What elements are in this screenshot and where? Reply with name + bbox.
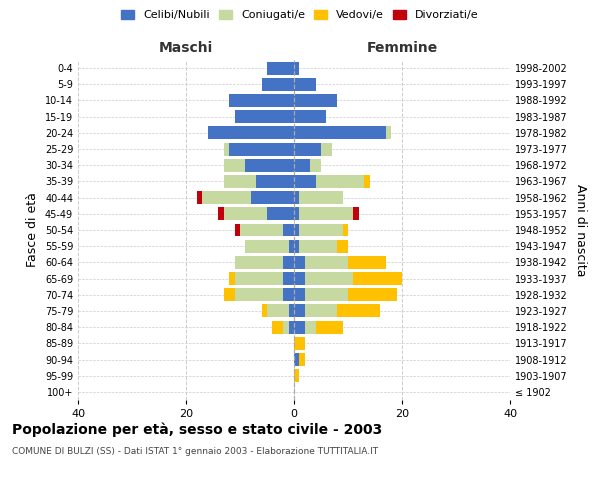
- Bar: [283, 288, 294, 301]
- Bar: [267, 208, 294, 220]
- Text: Femmine: Femmine: [367, 41, 437, 55]
- Y-axis label: Fasce di età: Fasce di età: [26, 192, 39, 268]
- Text: Maschi: Maschi: [159, 41, 213, 55]
- Bar: [294, 191, 299, 204]
- Bar: [305, 288, 348, 301]
- Bar: [218, 208, 224, 220]
- Bar: [294, 337, 305, 350]
- Bar: [310, 159, 321, 172]
- Bar: [224, 288, 235, 301]
- Bar: [364, 175, 370, 188]
- Bar: [251, 191, 294, 204]
- Bar: [294, 110, 326, 123]
- Bar: [224, 208, 267, 220]
- Text: Popolazione per età, sesso e stato civile - 2003: Popolazione per età, sesso e stato civil…: [12, 422, 382, 437]
- Bar: [299, 240, 337, 252]
- Bar: [299, 353, 305, 366]
- Bar: [316, 320, 343, 334]
- Bar: [283, 320, 289, 334]
- Bar: [294, 208, 299, 220]
- Bar: [235, 256, 283, 269]
- Bar: [294, 62, 299, 74]
- Bar: [353, 208, 359, 220]
- Bar: [289, 304, 294, 318]
- Bar: [386, 126, 391, 140]
- Bar: [235, 288, 283, 301]
- Bar: [262, 304, 267, 318]
- Bar: [294, 159, 310, 172]
- Bar: [299, 224, 343, 236]
- Bar: [224, 159, 245, 172]
- Bar: [299, 191, 343, 204]
- Bar: [256, 175, 294, 188]
- Bar: [229, 272, 235, 285]
- Bar: [283, 256, 294, 269]
- Bar: [294, 224, 299, 236]
- Bar: [353, 272, 402, 285]
- Bar: [305, 304, 337, 318]
- Bar: [289, 240, 294, 252]
- Bar: [294, 256, 305, 269]
- Bar: [283, 272, 294, 285]
- Bar: [337, 240, 348, 252]
- Bar: [294, 240, 299, 252]
- Bar: [294, 78, 316, 91]
- Bar: [305, 256, 348, 269]
- Bar: [229, 94, 294, 107]
- Bar: [294, 175, 316, 188]
- Bar: [240, 224, 283, 236]
- Bar: [316, 175, 364, 188]
- Bar: [245, 159, 294, 172]
- Bar: [224, 175, 256, 188]
- Bar: [294, 304, 305, 318]
- Legend: Celibi/Nubili, Coniugati/e, Vedovi/e, Divorziati/e: Celibi/Nubili, Coniugati/e, Vedovi/e, Di…: [117, 6, 483, 25]
- Bar: [294, 369, 299, 382]
- Bar: [208, 126, 294, 140]
- Bar: [267, 304, 289, 318]
- Bar: [305, 272, 353, 285]
- Bar: [348, 288, 397, 301]
- Bar: [348, 256, 386, 269]
- Bar: [262, 78, 294, 91]
- Bar: [235, 224, 240, 236]
- Bar: [283, 224, 294, 236]
- Text: COMUNE DI BULZI (SS) - Dati ISTAT 1° gennaio 2003 - Elaborazione TUTTITALIA.IT: COMUNE DI BULZI (SS) - Dati ISTAT 1° gen…: [12, 448, 378, 456]
- Bar: [229, 142, 294, 156]
- Bar: [337, 304, 380, 318]
- Bar: [305, 320, 316, 334]
- Bar: [235, 272, 283, 285]
- Bar: [224, 142, 229, 156]
- Bar: [294, 142, 321, 156]
- Bar: [294, 272, 305, 285]
- Bar: [202, 191, 251, 204]
- Bar: [343, 224, 348, 236]
- Bar: [267, 62, 294, 74]
- Bar: [245, 240, 289, 252]
- Bar: [294, 353, 299, 366]
- Bar: [321, 142, 332, 156]
- Bar: [294, 320, 305, 334]
- Bar: [299, 208, 353, 220]
- Bar: [272, 320, 283, 334]
- Bar: [197, 191, 202, 204]
- Bar: [294, 126, 386, 140]
- Y-axis label: Anni di nascita: Anni di nascita: [574, 184, 587, 276]
- Bar: [294, 288, 305, 301]
- Bar: [235, 110, 294, 123]
- Bar: [294, 94, 337, 107]
- Bar: [289, 320, 294, 334]
